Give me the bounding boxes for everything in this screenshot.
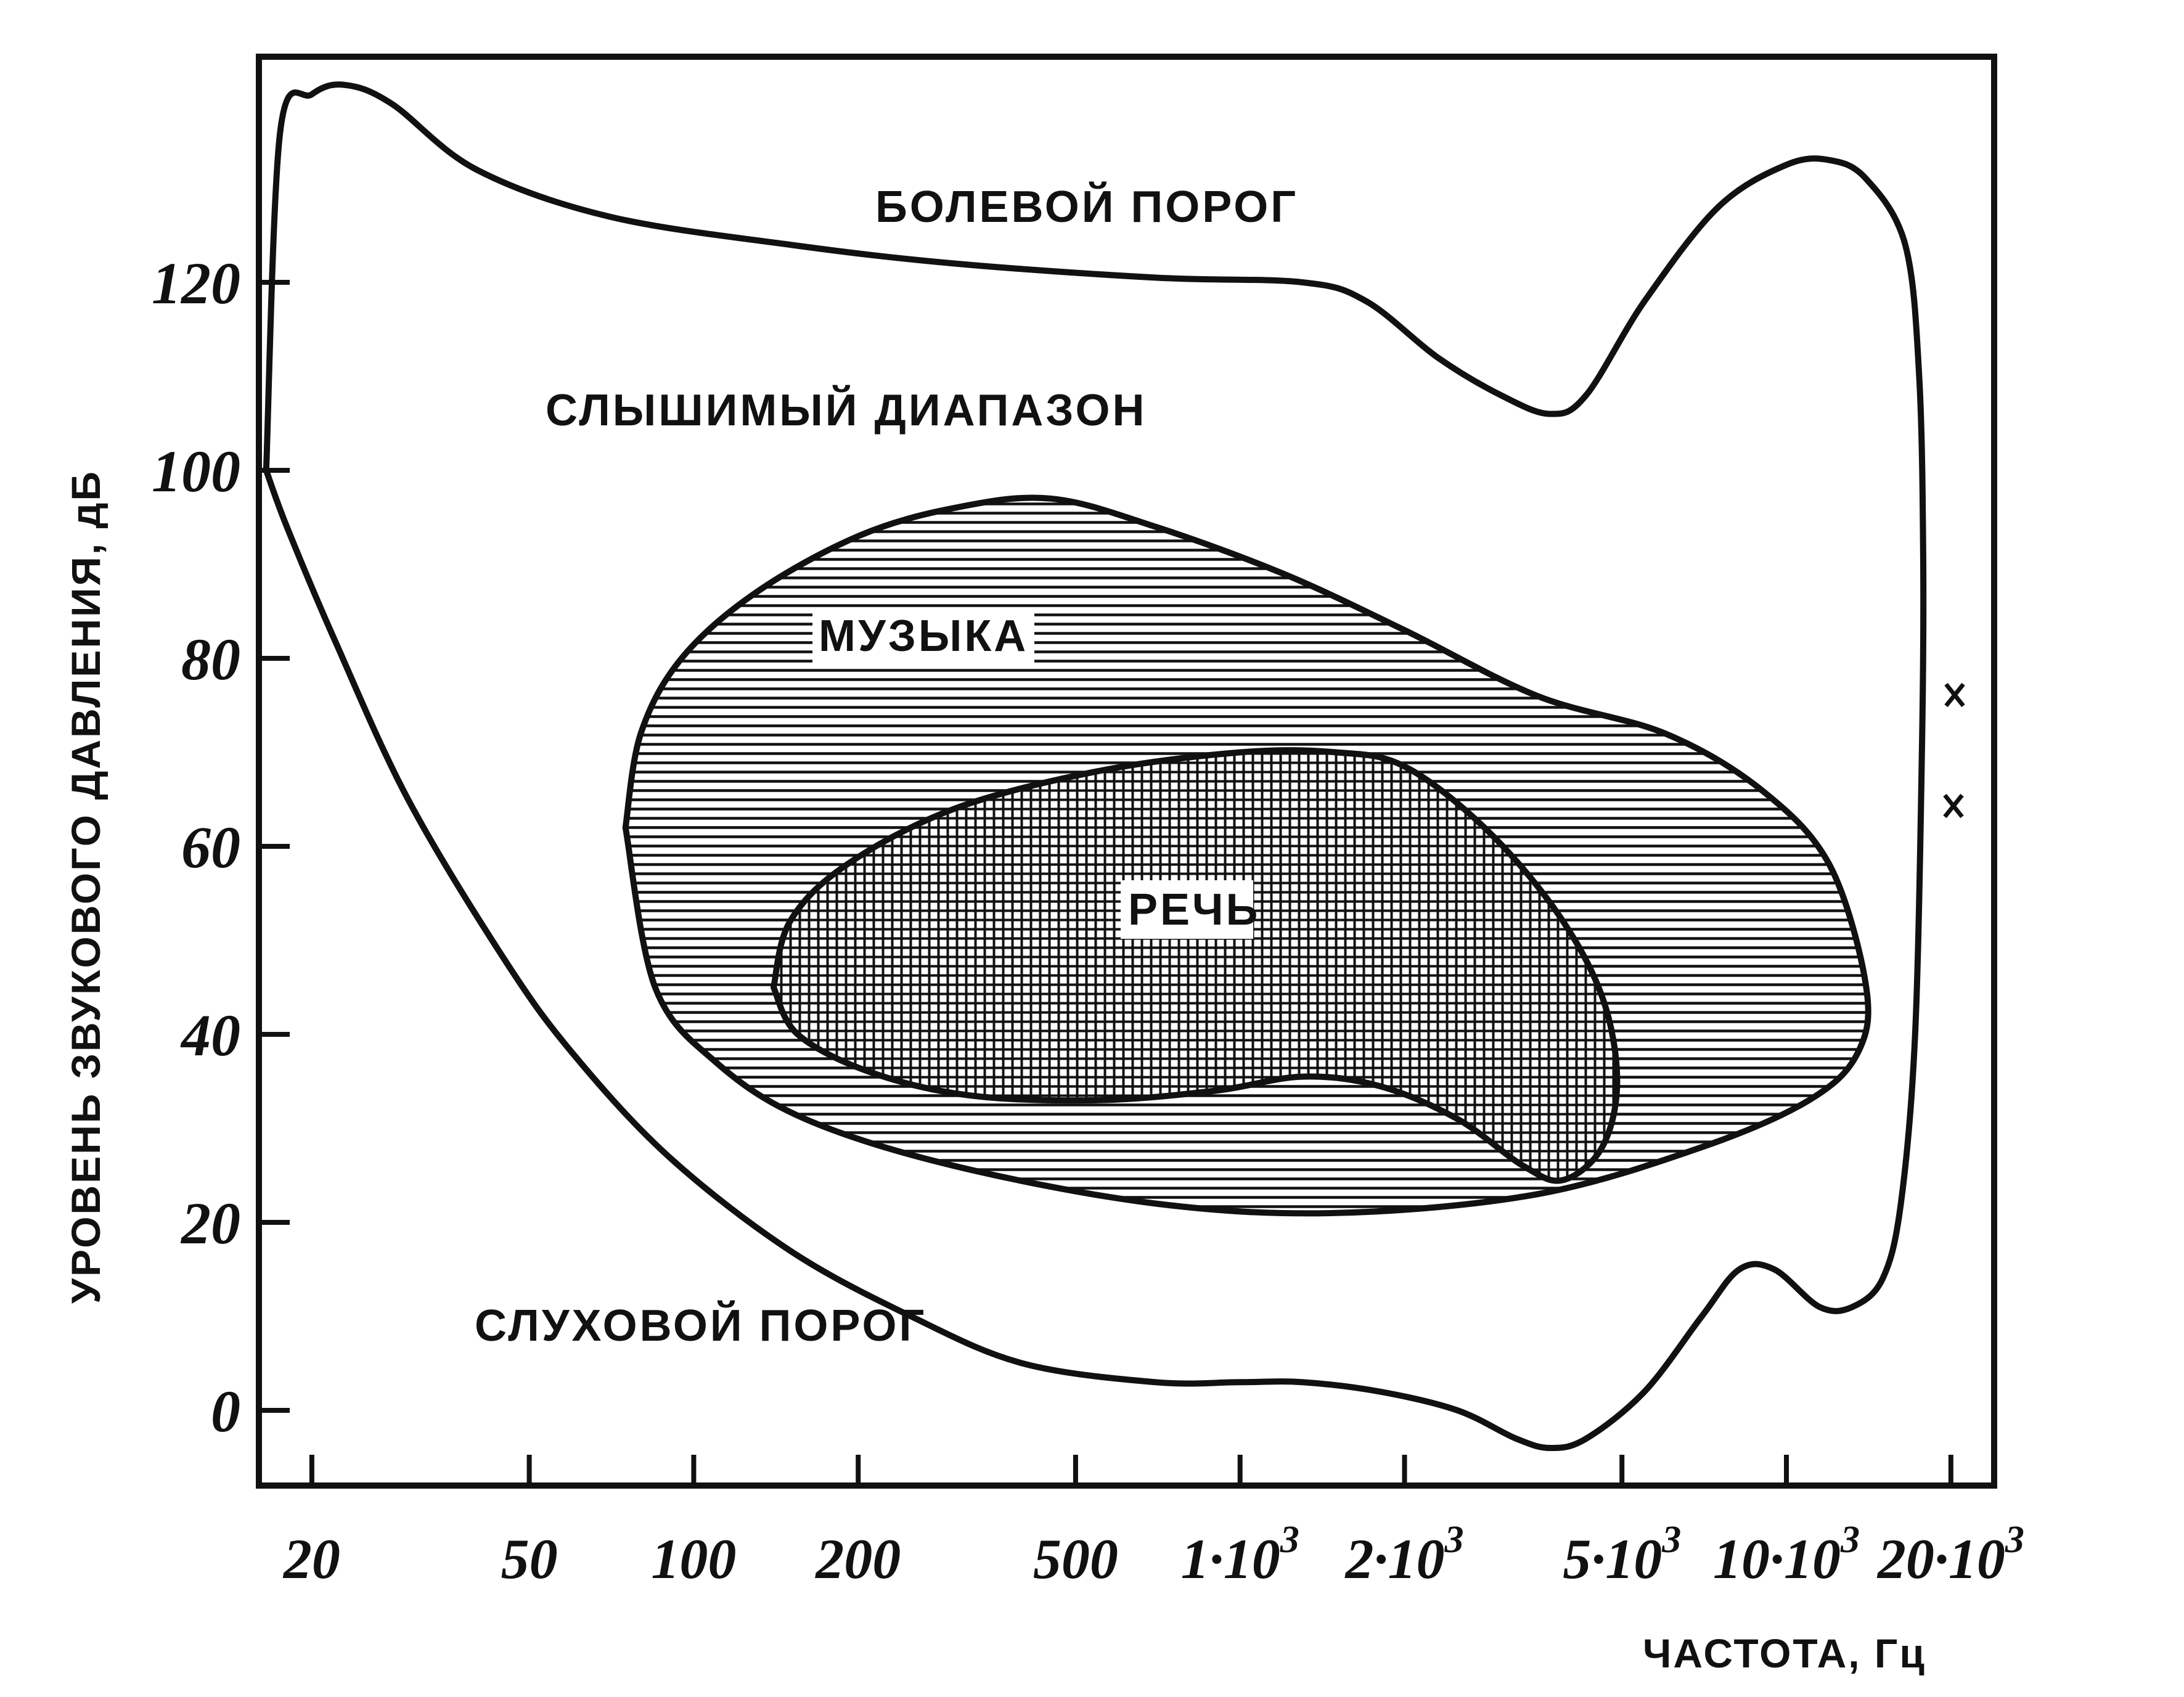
x-tick-label-text: 20	[282, 1527, 340, 1590]
x-tick-label: 1·103	[1181, 1519, 1299, 1590]
x-tick-label-text: 50	[501, 1527, 558, 1590]
x-tick-label-text: 5·10	[1563, 1527, 1662, 1590]
x-tick-label: 2·103	[1344, 1519, 1464, 1590]
speech-region	[770, 747, 1621, 1184]
plot-frame	[256, 54, 1997, 1489]
x-tick-label: 20·103	[1876, 1519, 2024, 1590]
audible-range-label: СЛЫШИМЫЙ ДИАПАЗОН	[546, 385, 1147, 435]
speech-label-bg	[1121, 880, 1253, 939]
x-tick-label-text: 1·10	[1181, 1527, 1280, 1590]
y-tick-label: 40	[180, 1002, 240, 1068]
pain-threshold-label: БОЛЕВОЙ ПОРОГ	[875, 181, 1298, 232]
x-tick-label-text: 20·10	[1876, 1527, 2005, 1590]
x-tick-label: 50	[501, 1527, 558, 1590]
x-tick-label-exponent: 3	[1840, 1519, 1860, 1561]
music-label-bg	[812, 607, 1034, 663]
y-tick-label: 0	[211, 1378, 240, 1444]
x-tick-label-text: 200	[814, 1527, 901, 1590]
x-tick-label-text: 100	[651, 1527, 736, 1590]
x-tick-label-text: 2·10	[1344, 1527, 1445, 1590]
y-tick-label: 20	[180, 1190, 240, 1256]
y-axis-ticks: 0 20 40 60 80 100 120	[152, 250, 290, 1444]
y-tick-label: 120	[152, 250, 240, 316]
speech-label: РЕЧЬ	[1128, 885, 1260, 934]
cross-marks	[1943, 682, 1965, 819]
x-axis-title: ЧАСТОТА, Гц	[1643, 1630, 1926, 1676]
y-axis-title: УРОВЕНЬ ЗВУКОВОГО ДАВЛЕНИЯ, дБ	[63, 470, 108, 1304]
x-tick-label: 10·103	[1713, 1519, 1860, 1590]
y-tick-label: 60	[181, 814, 240, 880]
x-tick-label-exponent: 3	[1280, 1519, 1299, 1561]
x-tick-label: 500	[1033, 1527, 1118, 1590]
hearing-threshold-label: СЛУХОВОЙ ПОРОГ	[475, 1300, 926, 1351]
x-tick-label-text: 10·10	[1713, 1527, 1841, 1590]
y-tick-label: 80	[181, 626, 240, 692]
x-tick-label: 5·103	[1563, 1519, 1681, 1590]
x-tick-label-exponent: 3	[1444, 1519, 1464, 1561]
x-tick-label-exponent: 3	[2005, 1519, 2024, 1561]
x-tick-label: 200	[814, 1527, 901, 1590]
x-tick-label: 100	[651, 1527, 736, 1590]
x-tick-label-exponent: 3	[1661, 1519, 1681, 1561]
audible-range-curve	[263, 81, 1927, 1451]
x-axis-ticks: 20 50 100 200 500 1·103 2·103 5·103 10·103 20·103	[282, 1455, 2024, 1590]
x-tick-label-text: 500	[1033, 1527, 1118, 1590]
x-tick-label: 20	[282, 1527, 340, 1590]
music-label: МУЗЫКА	[819, 611, 1028, 661]
y-tick-label: 100	[152, 438, 240, 504]
